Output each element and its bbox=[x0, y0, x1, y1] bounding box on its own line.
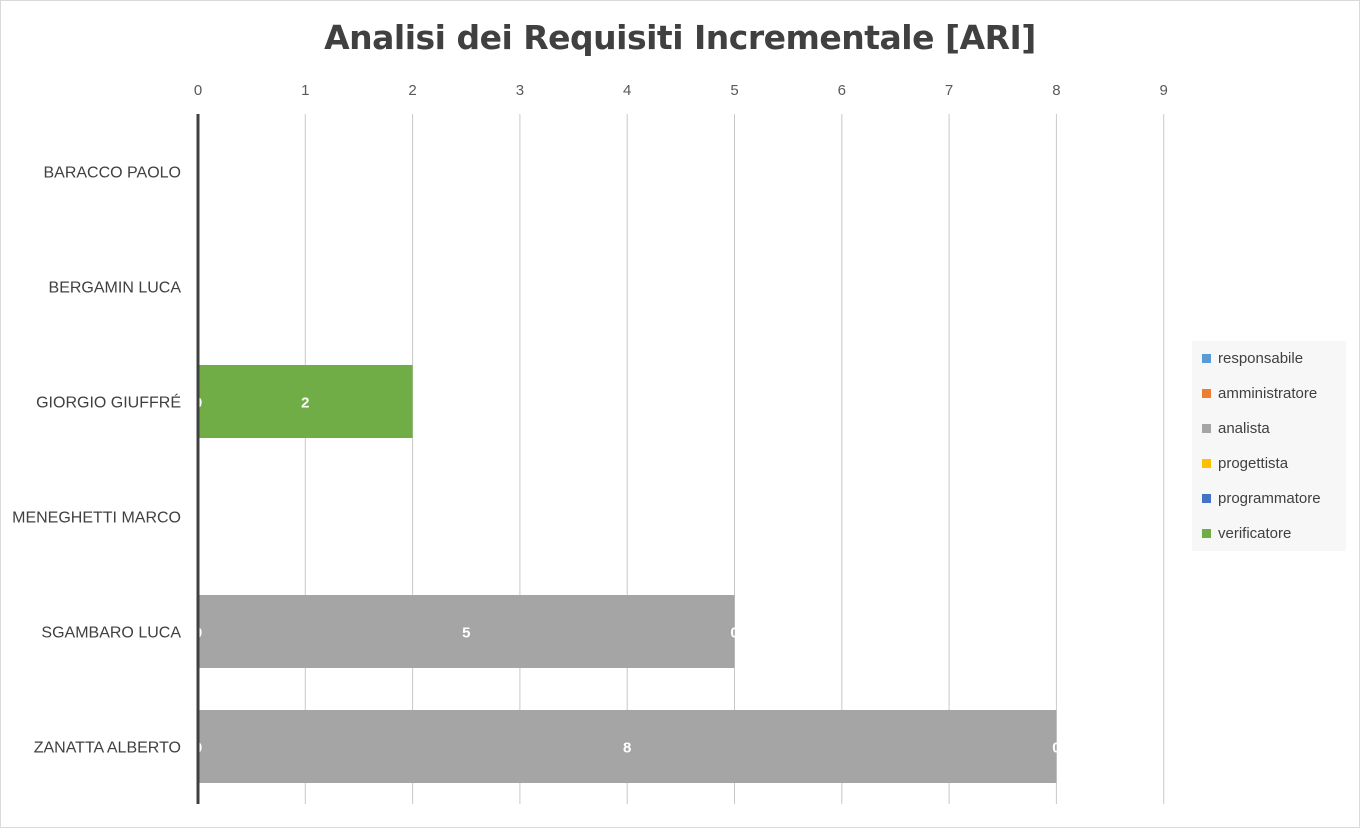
legend-item: verificatore bbox=[1202, 523, 1291, 543]
legend-swatch bbox=[1202, 493, 1211, 503]
legend-swatch bbox=[1202, 388, 1211, 398]
data-label: 8 bbox=[623, 740, 631, 757]
category-label: ZANATTA ALBERTO bbox=[34, 740, 181, 757]
category-label: GIORGIO GIUFFRÉ bbox=[36, 393, 181, 412]
legend-label: responsabile bbox=[1218, 349, 1304, 367]
x-tick-label: 1 bbox=[301, 82, 309, 99]
category-label: SGAMBARO LUCA bbox=[41, 625, 181, 642]
x-tick-label: 0 bbox=[194, 82, 202, 99]
x-tick-label: 6 bbox=[838, 82, 846, 99]
category-label: MENEGHETTI MARCO bbox=[12, 510, 181, 527]
legend-item: programmatore bbox=[1202, 488, 1321, 508]
bar-analista bbox=[198, 595, 735, 668]
legend-item: responsabile bbox=[1202, 348, 1303, 368]
x-tick-label: 8 bbox=[1052, 82, 1060, 99]
x-tick-label: 5 bbox=[730, 82, 738, 99]
legend-swatch bbox=[1202, 458, 1211, 468]
category-label: BERGAMIN LUCA bbox=[49, 280, 182, 297]
legend-item: progettista bbox=[1202, 453, 1288, 473]
legend-label: programmatore bbox=[1218, 489, 1321, 507]
legend-label: analista bbox=[1218, 419, 1270, 437]
chart-title: Analisi dei Requisiti Incrementale [ARI] bbox=[324, 18, 1036, 57]
x-tick-label: 4 bbox=[623, 82, 631, 99]
legend-swatch bbox=[1202, 353, 1211, 363]
legend-label: verificatore bbox=[1218, 524, 1292, 542]
data-label: 0 bbox=[730, 625, 738, 642]
legend-label: amministratore bbox=[1218, 384, 1318, 402]
bar-analista bbox=[198, 710, 1057, 783]
x-tick-label: 3 bbox=[516, 82, 524, 99]
x-tick-label: 9 bbox=[1160, 82, 1168, 99]
chart-legend: responsabile amministratore analista proget… bbox=[1192, 341, 1346, 551]
legend-label: progettista bbox=[1218, 454, 1289, 472]
legend-swatch bbox=[1202, 423, 1211, 433]
legend-item: amministratore bbox=[1202, 383, 1317, 403]
data-label: 5 bbox=[462, 625, 470, 642]
bar-verificatore bbox=[198, 365, 413, 438]
category-label: BARACCO PAOLO bbox=[43, 165, 181, 182]
x-tick-label: 7 bbox=[945, 82, 953, 99]
x-tick-label: 2 bbox=[408, 82, 416, 99]
data-label: 2 bbox=[301, 395, 309, 412]
data-label: 0 bbox=[1052, 740, 1060, 757]
legend-item: analista bbox=[1202, 418, 1270, 438]
legend-swatch bbox=[1202, 528, 1211, 538]
